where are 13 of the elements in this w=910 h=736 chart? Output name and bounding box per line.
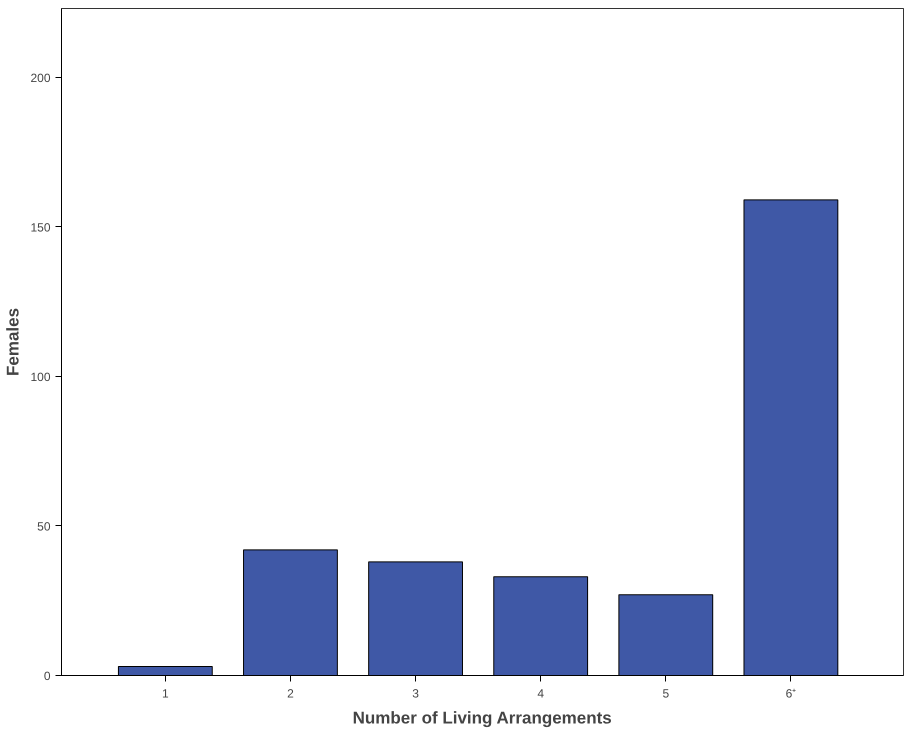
- x-tick-label: 3: [412, 686, 420, 700]
- x-tick-label: 4: [537, 686, 544, 700]
- y-tick-label: 0: [44, 669, 51, 683]
- x-tick-label: 6⁺: [786, 686, 796, 700]
- x-tick-label: 1: [162, 686, 170, 700]
- x-tick-label: 5: [662, 686, 670, 700]
- x-tick-label: 2: [287, 686, 294, 700]
- x-axis-title: Number of Living Arrangements: [352, 708, 612, 728]
- y-tick-label: 200: [30, 70, 51, 85]
- y-tick-label: 50: [37, 519, 51, 534]
- y-axis-title: Females: [3, 308, 22, 376]
- y-tick-label: 150: [30, 220, 51, 234]
- y-tick-label: 100: [30, 370, 51, 384]
